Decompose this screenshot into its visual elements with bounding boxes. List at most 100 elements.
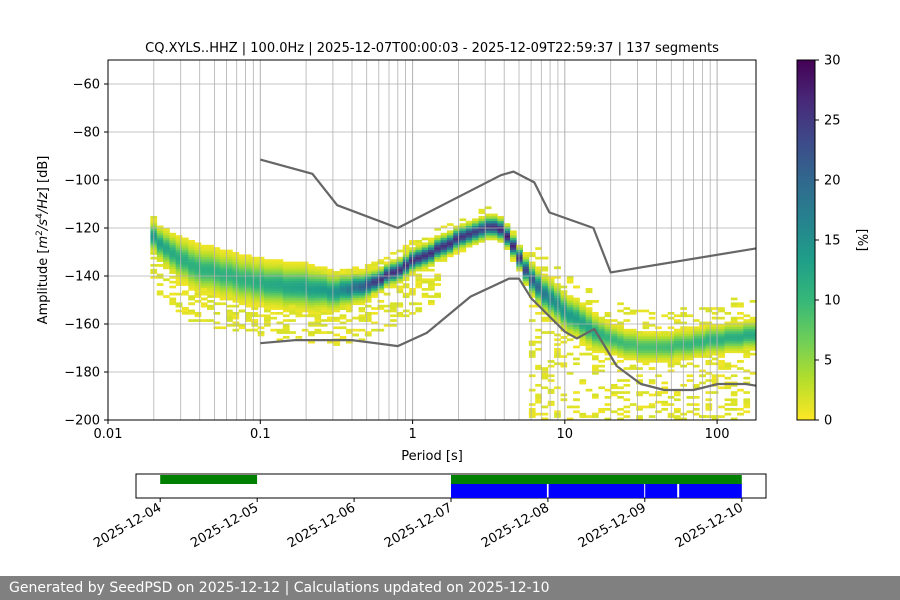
psd-cell xyxy=(182,273,189,277)
psd-cell xyxy=(547,285,555,289)
psd-cell xyxy=(207,288,214,291)
psd-cell xyxy=(522,261,530,265)
psd-cell xyxy=(289,268,296,272)
psd-cell xyxy=(169,235,177,238)
psd-cell xyxy=(371,290,378,294)
psd-cell xyxy=(737,456,744,459)
psd-cell xyxy=(238,259,246,262)
footer-bar: Generated by SeedPSD on 2025-12-12 | Cal… xyxy=(0,576,900,600)
psd-cell xyxy=(270,295,277,298)
psd-cell xyxy=(200,252,208,255)
psd-cell xyxy=(339,297,347,301)
psd-cell xyxy=(200,261,208,265)
psd-cell xyxy=(617,302,624,306)
psd-cell xyxy=(276,264,284,267)
psd-cell xyxy=(396,259,404,262)
psd-cell xyxy=(163,264,170,267)
psd-cell xyxy=(484,223,492,226)
psd-cell xyxy=(207,244,214,248)
psd-cell xyxy=(333,333,341,337)
y-tick-label: −100 xyxy=(64,174,100,189)
psd-cell xyxy=(724,345,732,349)
psd-cell xyxy=(289,266,296,270)
psd-cell xyxy=(643,442,650,445)
psd-cell xyxy=(718,338,725,342)
psd-cell xyxy=(465,242,473,246)
psd-cell xyxy=(219,302,227,306)
psd-cell xyxy=(276,321,284,325)
psd-cell xyxy=(339,288,347,291)
psd-cell xyxy=(743,350,751,354)
psd-cell xyxy=(750,439,757,442)
psd-cell xyxy=(554,466,561,469)
psd-cell xyxy=(592,338,599,342)
psd-cell xyxy=(636,360,643,363)
psd-cell xyxy=(585,328,593,332)
psd-cell xyxy=(573,466,580,469)
psd-cell xyxy=(598,466,605,469)
psd-cell xyxy=(320,283,328,286)
psd-cell xyxy=(308,321,315,325)
psd-cell xyxy=(535,312,542,315)
psd-cell xyxy=(617,425,624,428)
psd-cell xyxy=(257,288,265,291)
psd-cell xyxy=(730,340,738,344)
psd-cell xyxy=(535,446,542,449)
psd-cell xyxy=(270,268,277,272)
psd-cell xyxy=(276,271,284,274)
psd-cell xyxy=(232,288,240,291)
psd-cell xyxy=(169,271,177,274)
psd-cell xyxy=(535,266,542,270)
psd-cell xyxy=(604,348,612,351)
psd-cell xyxy=(516,264,523,267)
psd-cell xyxy=(245,319,252,322)
psd-cell xyxy=(749,326,756,330)
psd-cell xyxy=(175,273,183,277)
psd-cell xyxy=(743,331,751,334)
psd-cell xyxy=(529,442,536,445)
psd-cell xyxy=(718,415,725,418)
psd-cell xyxy=(624,422,631,425)
psd-cell xyxy=(301,309,309,313)
psd-cell xyxy=(686,328,694,332)
psd-cell xyxy=(718,350,725,354)
psd-cell xyxy=(548,442,555,445)
psd-cell xyxy=(346,307,353,310)
psd-cell xyxy=(207,292,214,296)
psd-cell xyxy=(200,288,208,291)
psd-cell xyxy=(566,297,574,301)
psd-cell xyxy=(182,237,189,241)
psd-cell xyxy=(434,240,441,243)
psd-cell xyxy=(579,304,587,308)
psd-cell xyxy=(446,244,454,248)
psd-cell xyxy=(282,319,290,322)
psd-cell xyxy=(478,225,486,229)
psd-cell xyxy=(610,386,618,390)
psd-cell xyxy=(282,309,290,313)
psd-cell xyxy=(674,336,681,339)
psd-cell xyxy=(346,309,353,313)
psd-cell xyxy=(737,333,744,337)
psd-cell xyxy=(528,415,536,418)
psd-cell xyxy=(264,324,271,327)
psd-cell xyxy=(610,343,618,346)
psd-cell xyxy=(636,331,643,334)
psd-cell xyxy=(377,285,385,289)
timeline-ticks: 2025-12-04 2025-12-05 2025-12-06 2025-12-07… xyxy=(91,498,746,551)
timeline-tick-label: 2025-12-07 xyxy=(382,500,455,551)
psd-cell xyxy=(440,259,448,262)
psd-cell xyxy=(320,273,328,277)
psd-cell xyxy=(573,434,580,437)
plot-frame xyxy=(107,59,757,421)
psd-cell xyxy=(718,386,725,390)
psd-cell xyxy=(264,321,271,325)
psd-cell xyxy=(182,268,189,272)
psd-cell xyxy=(605,442,612,445)
psd-cell xyxy=(232,278,240,282)
psd-cell xyxy=(705,350,713,354)
psd-cell xyxy=(327,300,334,303)
psd-cell xyxy=(630,461,637,464)
psd-cell xyxy=(377,304,385,308)
psd-cell xyxy=(282,278,290,282)
psd-cell xyxy=(327,316,334,320)
